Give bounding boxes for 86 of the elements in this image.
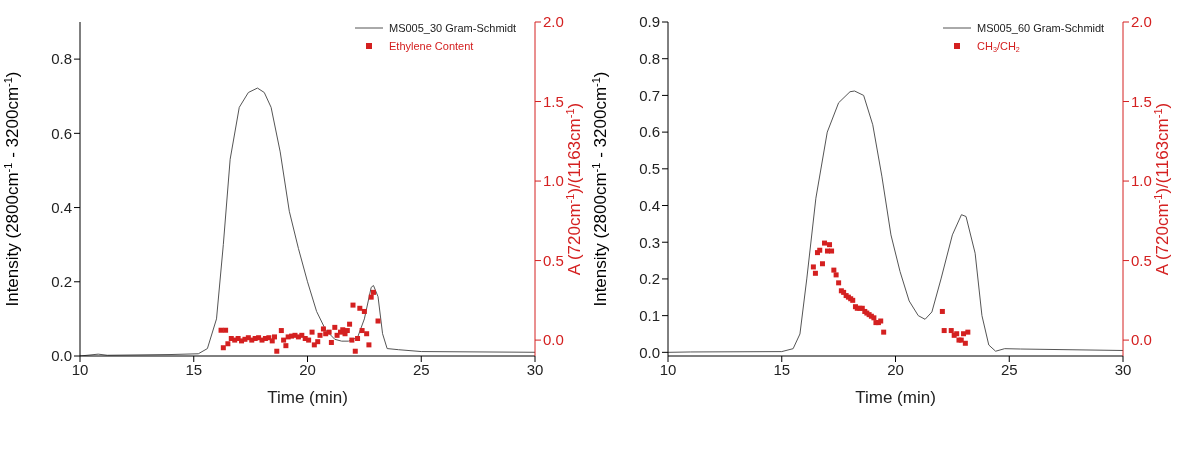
point xyxy=(328,339,334,345)
point xyxy=(347,321,353,327)
y-tick-label: 0.2 xyxy=(639,270,660,288)
y-tick-label: 0.1 xyxy=(639,306,660,324)
y2-tick-label: 0.5 xyxy=(543,251,564,269)
y-tick-label: 0.5 xyxy=(639,160,660,178)
point xyxy=(827,242,833,248)
point xyxy=(306,337,312,343)
x-axis-title: Time (min) xyxy=(267,388,348,407)
y-tick-label: 0.0 xyxy=(639,343,660,361)
y-tick-label: 0.4 xyxy=(639,196,660,214)
y2-tick-label: 0.5 xyxy=(1131,251,1152,269)
x-tick-label: 30 xyxy=(1114,360,1132,378)
point xyxy=(810,264,816,270)
point xyxy=(352,348,358,354)
legend-label: MS005_30 Gram-Schmidt xyxy=(389,22,517,34)
point xyxy=(366,342,372,348)
y-tick-label: 0.4 xyxy=(51,198,72,216)
point xyxy=(822,240,828,246)
point xyxy=(220,345,226,351)
x-tick-label: 20 xyxy=(299,360,316,378)
y2-tick-label: 0.0 xyxy=(543,331,564,349)
point xyxy=(225,341,231,347)
point xyxy=(939,308,945,314)
point xyxy=(317,332,323,338)
y2-tick-label: 1.0 xyxy=(1131,172,1152,190)
y2-tick-label: 1.0 xyxy=(543,172,564,190)
legend-label: MS005_60 Gram-Schmidt xyxy=(977,22,1105,34)
y2-tick-label: 0.0 xyxy=(1131,331,1152,349)
point xyxy=(359,328,365,334)
point xyxy=(375,318,381,324)
x-tick-label: 15 xyxy=(185,360,203,378)
point xyxy=(355,336,361,342)
point xyxy=(315,339,321,345)
point xyxy=(962,340,968,346)
point xyxy=(965,329,971,335)
y2-tick-label: 1.5 xyxy=(1131,92,1152,110)
point xyxy=(829,248,835,254)
point xyxy=(357,305,363,311)
point xyxy=(361,308,367,314)
x-tick-label: 20 xyxy=(887,360,904,378)
point xyxy=(350,302,356,308)
point xyxy=(941,328,947,334)
y-tick-label: 0.3 xyxy=(639,233,660,251)
y-tick-label: 0.7 xyxy=(639,86,660,104)
point xyxy=(948,328,954,334)
y2-tick-label: 1.5 xyxy=(543,92,564,110)
x-tick-label: 15 xyxy=(773,360,791,378)
x-tick-label: 10 xyxy=(71,360,89,378)
x-axis-title: Time (min) xyxy=(855,388,936,407)
point xyxy=(272,334,278,340)
x-tick-label: 30 xyxy=(526,360,544,378)
point xyxy=(831,267,837,273)
point xyxy=(283,343,289,349)
point xyxy=(223,327,229,333)
y2-tick-label: 2.0 xyxy=(543,13,564,31)
line-series xyxy=(668,90,1123,353)
legend-label: Ethylene Content xyxy=(389,40,474,52)
y-tick-label: 0.0 xyxy=(51,347,72,365)
point xyxy=(281,337,287,343)
point xyxy=(349,337,355,343)
y-tick-label: 0.8 xyxy=(639,50,660,68)
point xyxy=(833,272,839,278)
y-tick-label: 0.2 xyxy=(51,273,72,291)
y-tick-label: 0.8 xyxy=(51,50,72,68)
point xyxy=(320,326,326,332)
x-tick-label: 25 xyxy=(412,360,430,378)
y-tick-label: 0.6 xyxy=(51,124,72,142)
x-tick-label: 10 xyxy=(659,360,677,378)
legend-label: CH$_{3}$/CH$_{2}$ xyxy=(977,40,1020,54)
point xyxy=(836,280,842,286)
point xyxy=(274,348,280,354)
point xyxy=(278,328,284,334)
point xyxy=(364,331,370,337)
point xyxy=(881,329,887,335)
point xyxy=(812,270,818,276)
point xyxy=(309,329,315,335)
point xyxy=(332,324,338,330)
point xyxy=(368,294,374,300)
point xyxy=(299,332,305,338)
y-tick-label: 0.6 xyxy=(639,123,660,141)
y2-tick-label: 2.0 xyxy=(1131,13,1152,31)
x-tick-label: 25 xyxy=(1000,360,1018,378)
point xyxy=(819,261,825,267)
y-tick-label: 0.9 xyxy=(639,13,660,31)
point xyxy=(370,289,376,295)
